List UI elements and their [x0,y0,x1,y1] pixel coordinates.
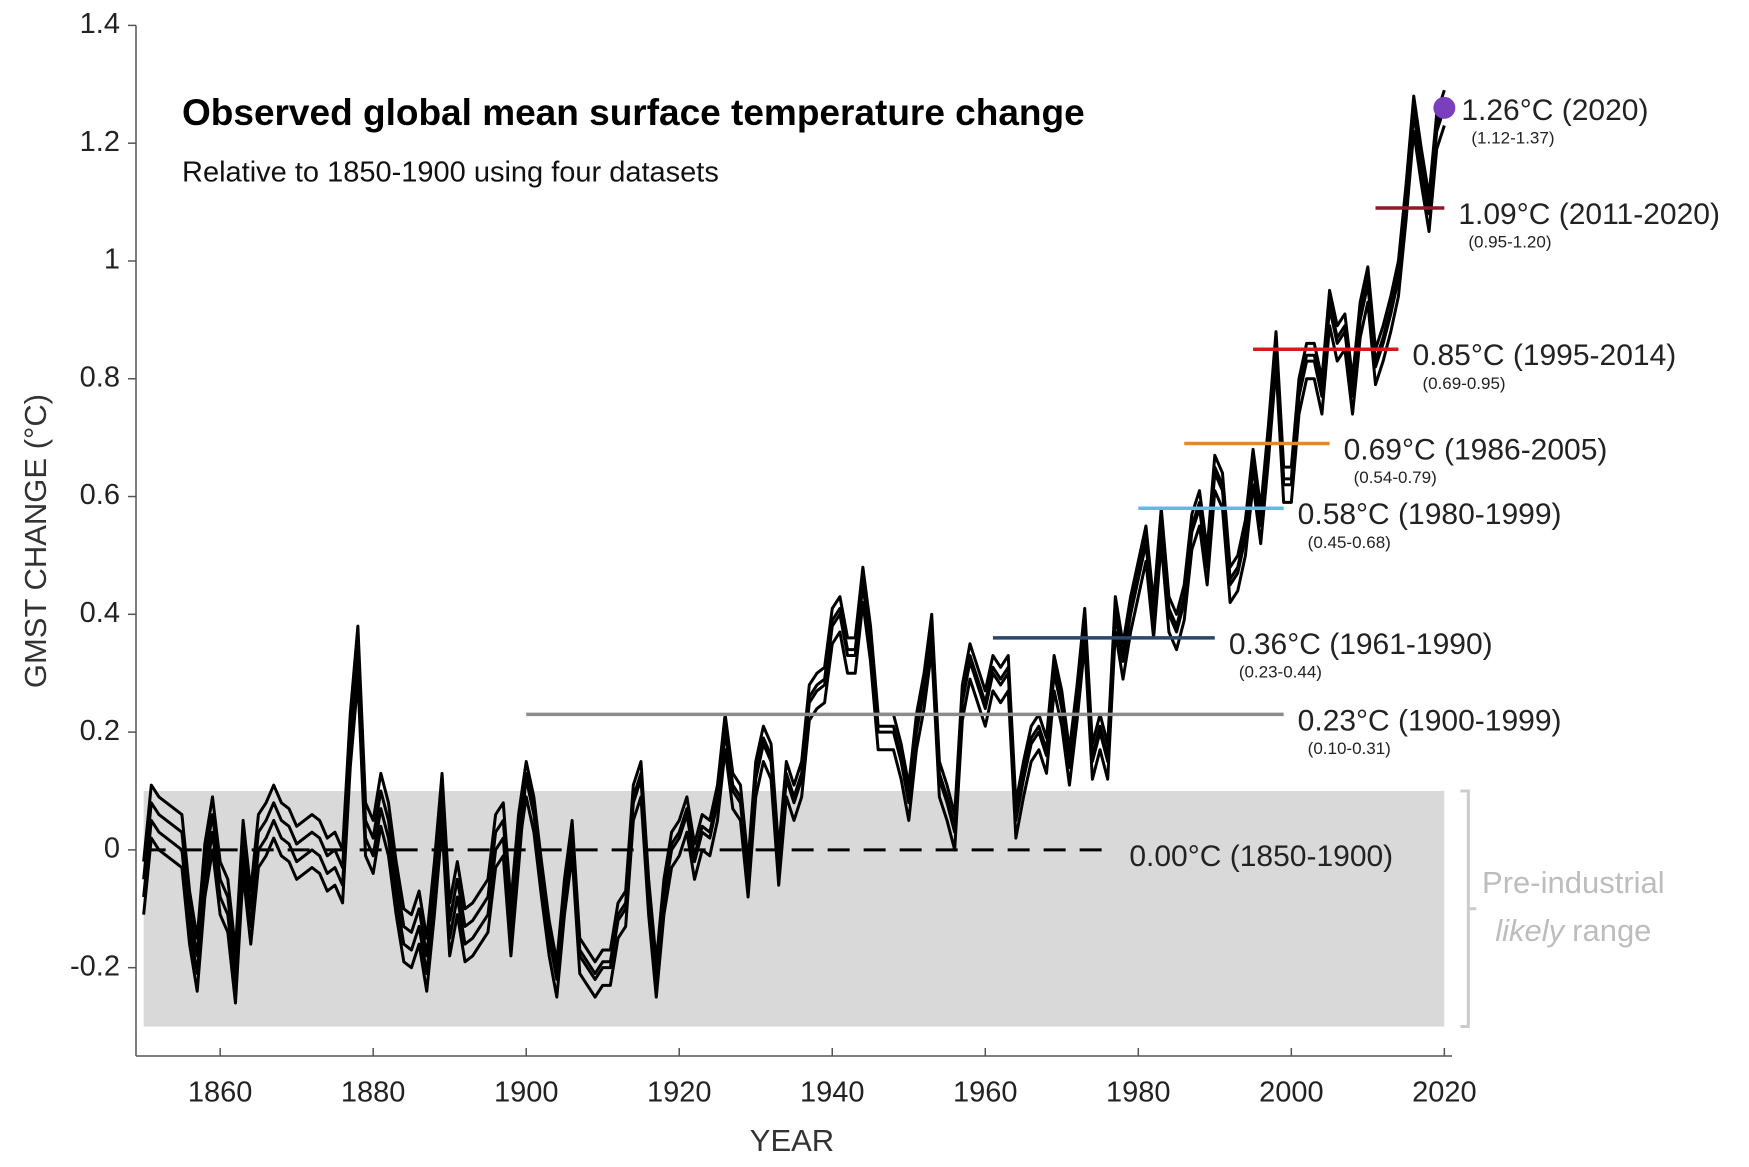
point-range-label: (1.12-1.37) [1471,128,1554,147]
y-tick-label: -0.2 [70,950,120,982]
band-label: Pre-industrial [1482,865,1665,900]
period-label: 0.85°C (1995-2014) [1412,339,1676,372]
x-axis-title: YEAR [750,1123,834,1158]
band-label-italic: likely [1495,913,1566,948]
y-tick-label: 1 [104,244,120,276]
period-label: 0.36°C (1961-1990) [1229,628,1493,661]
band-label-rest: range [1572,913,1651,948]
x-tick-label: 1940 [800,1077,865,1109]
x-tick-label: 1900 [494,1077,559,1109]
x-tick-label: 1920 [647,1077,712,1109]
y-tick-label: 0.2 [80,715,120,747]
period-range-label: (0.23-0.44) [1239,662,1322,681]
period-range-label: (0.69-0.95) [1422,374,1505,393]
period-range-label: (0.95-1.20) [1468,232,1551,251]
period-label: 0.00°C (1850-1900) [1129,840,1393,873]
period-range-label: (0.10-0.31) [1308,739,1391,758]
period-label: 0.23°C (1900-1999) [1298,704,1562,737]
x-tick-label: 1960 [953,1077,1018,1109]
period-label: 0.58°C (1980-1999) [1298,498,1562,531]
y-tick-label: 1.4 [80,8,120,40]
likely-range-band [143,790,1445,1027]
x-tick-label: 1860 [188,1077,253,1109]
y-tick-label: 1.2 [80,126,120,158]
period-range-label: (0.45-0.68) [1308,533,1391,552]
chart-subtitle: Relative to 1850-1900 using four dataset… [182,157,719,189]
period-range-label: (0.54-0.79) [1354,468,1437,487]
y-tick-label: 0.4 [80,597,120,629]
point-label: 1.26°C (2020) [1461,94,1648,127]
range-bracket [1460,789,1477,1029]
y-tick-label: 0 [104,833,120,865]
x-tick-label: 1980 [1106,1077,1171,1109]
line-layer [142,89,1446,1005]
latest-year-point [1433,96,1456,119]
x-tick-label: 2000 [1259,1077,1324,1109]
axis-layer: -0.2 0 0.2 0.4 0.6 0.8 1 1.2 1.4 1860 1880 1900 1920… [70,8,1477,1109]
chart-title: Observed global mean surface temperature… [182,92,1085,133]
x-tick-label: 1880 [341,1077,406,1109]
y-tick-label: 0.8 [80,361,120,393]
y-axis-title: GMST CHANGE (°C) [18,394,53,688]
temperature-line [142,101,1446,1005]
period-label: 1.09°C (2011-2020) [1458,198,1720,231]
band-label: likely range [1495,913,1651,948]
label-layer: Pre-industrial likely range 0.00°C (1850-19… [526,94,1720,948]
x-tick-label: 2020 [1412,1077,1477,1109]
band-layer [143,789,1477,1029]
y-tick-label: 0.6 [80,479,120,511]
period-label: 0.69°C (1986-2005) [1344,433,1608,466]
